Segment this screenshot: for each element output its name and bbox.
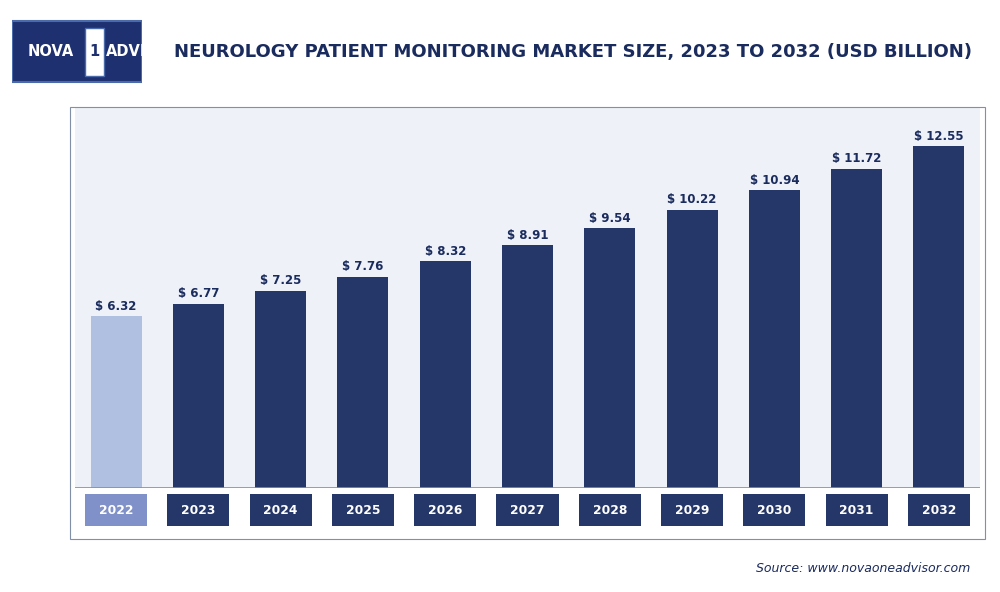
Text: NOVA: NOVA (28, 44, 74, 59)
Text: $ 10.94: $ 10.94 (750, 173, 799, 186)
Text: 2025: 2025 (346, 504, 380, 516)
Text: Source: www.novaoneadvisor.com: Source: www.novaoneadvisor.com (756, 562, 970, 575)
Text: $ 8.32: $ 8.32 (425, 245, 466, 258)
Text: $ 12.55: $ 12.55 (914, 130, 964, 143)
Text: 2031: 2031 (839, 504, 874, 516)
Bar (913, 146, 964, 488)
Bar (255, 291, 306, 488)
Bar (831, 169, 882, 488)
Text: $ 7.76: $ 7.76 (342, 260, 384, 274)
Text: 2032: 2032 (922, 504, 956, 516)
FancyBboxPatch shape (12, 21, 142, 82)
Bar (337, 276, 388, 488)
Text: 1: 1 (89, 44, 100, 59)
Text: 2023: 2023 (181, 504, 216, 516)
Text: $ 8.91: $ 8.91 (507, 229, 548, 242)
Text: NEUROLOGY PATIENT MONITORING MARKET SIZE, 2023 TO 2032 (USD BILLION): NEUROLOGY PATIENT MONITORING MARKET SIZE… (174, 43, 972, 61)
Text: 2024: 2024 (263, 504, 298, 516)
FancyBboxPatch shape (85, 28, 104, 76)
Text: $ 6.77: $ 6.77 (178, 288, 219, 301)
Text: 2028: 2028 (593, 504, 627, 516)
Text: 2029: 2029 (675, 504, 709, 516)
Text: $ 6.32: $ 6.32 (95, 300, 137, 313)
Text: 2022: 2022 (99, 504, 133, 516)
Text: $ 9.54: $ 9.54 (589, 212, 631, 225)
Text: $ 11.72: $ 11.72 (832, 153, 881, 166)
Bar (420, 262, 471, 488)
Text: 2030: 2030 (757, 504, 792, 516)
Text: $ 10.22: $ 10.22 (667, 194, 717, 207)
Bar (749, 190, 800, 488)
Text: 2027: 2027 (510, 504, 545, 516)
Text: 2026: 2026 (428, 504, 462, 516)
Text: ADVISOR: ADVISOR (106, 44, 180, 59)
Bar (584, 228, 635, 488)
Bar (502, 246, 553, 488)
Bar (667, 210, 718, 488)
Bar (173, 304, 224, 488)
Text: $ 7.25: $ 7.25 (260, 274, 301, 287)
Bar (91, 316, 142, 488)
